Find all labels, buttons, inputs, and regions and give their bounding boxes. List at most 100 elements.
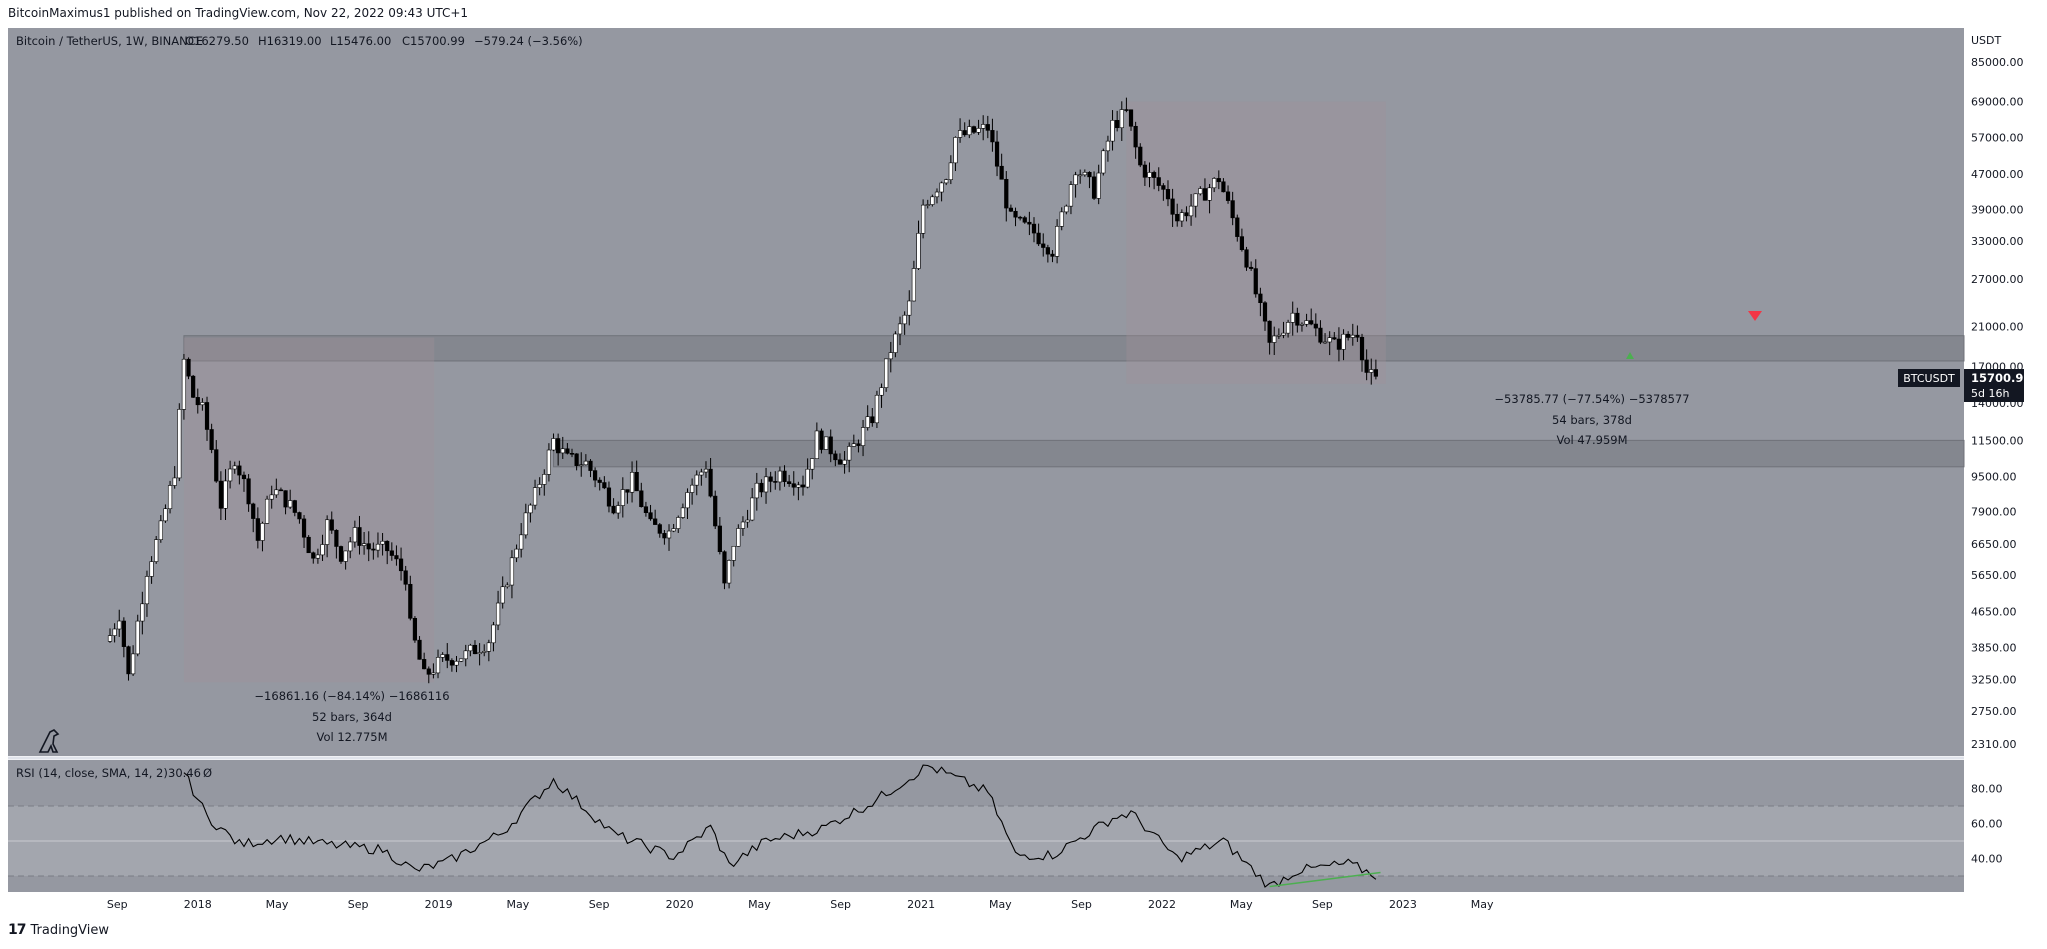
- candle-body: [930, 196, 935, 205]
- candle-body: [214, 449, 219, 482]
- candle-body: [1078, 174, 1083, 177]
- candle-body: [731, 545, 736, 561]
- candle-body: [495, 602, 501, 626]
- candle-body: [902, 314, 907, 325]
- candle-body: [616, 505, 621, 514]
- time-axis-tick: 2023: [1389, 898, 1417, 911]
- candle-body: [1364, 359, 1369, 373]
- candle-body: [639, 490, 644, 508]
- candle-body: [1091, 176, 1097, 199]
- candle-body: [1142, 164, 1147, 178]
- time-axis-tick: Sep: [589, 898, 610, 911]
- candle-body: [791, 483, 796, 488]
- candle-body: [837, 459, 843, 465]
- rsi-value: 30.46: [168, 766, 201, 780]
- price-axis-tick: 57000.00: [1971, 132, 2024, 145]
- candle-body: [1059, 211, 1064, 227]
- green-triangle-marker: [1626, 352, 1634, 359]
- price-axis-tick: 21000.00: [1971, 320, 2024, 333]
- candle-body: [1369, 369, 1374, 373]
- time-axis-tick: 2022: [1148, 898, 1176, 911]
- candle-body: [1068, 184, 1074, 207]
- price-axis-background: [1964, 28, 2047, 892]
- candle-body: [241, 474, 247, 480]
- candle-body: [671, 528, 676, 532]
- candle-body: [944, 179, 949, 184]
- candle-body: [1221, 181, 1226, 193]
- candle-body: [1249, 266, 1254, 269]
- candle-body: [315, 554, 321, 559]
- price-axis-tick: 3850.00: [1971, 641, 2017, 654]
- candle-body: [1359, 336, 1365, 361]
- candle-body: [1286, 322, 1291, 334]
- candle-body: [1346, 333, 1351, 338]
- candle-body: [1050, 253, 1055, 257]
- price-axis-tick: 47000.00: [1971, 168, 2024, 181]
- candle-body: [884, 358, 889, 388]
- candle-body: [264, 498, 270, 524]
- candle-body: [851, 443, 856, 447]
- ohlc-open: O16279.50: [185, 34, 249, 48]
- time-axis-tick: May: [748, 898, 771, 911]
- candle-body: [833, 453, 838, 461]
- candle-body: [1276, 334, 1281, 337]
- candle-body: [1322, 341, 1328, 344]
- candle-body: [1031, 223, 1037, 234]
- candle-body: [1101, 150, 1106, 174]
- candle-body: [135, 620, 140, 655]
- price-axis-tick: 39000.00: [1971, 203, 2024, 216]
- candle-body: [463, 650, 468, 660]
- time-axis-tick: 2020: [666, 898, 694, 911]
- candle-body: [629, 472, 635, 493]
- candle-body: [662, 533, 667, 539]
- candle-body: [1036, 232, 1041, 245]
- candle-body: [204, 402, 210, 430]
- candle-body: [403, 570, 408, 585]
- candle-body: [325, 519, 330, 545]
- candle-body: [385, 540, 390, 552]
- candle-body: [352, 527, 357, 543]
- candle-body: [870, 416, 875, 424]
- candle-body: [389, 550, 394, 556]
- candle-body: [112, 628, 117, 636]
- ohlc-close: C15700.99: [402, 34, 465, 48]
- candle-body: [556, 438, 561, 454]
- candle-body: [676, 517, 681, 529]
- candle-body: [814, 430, 819, 459]
- candle-body: [274, 489, 279, 496]
- price-axis-tick: 9500.00: [1971, 471, 2017, 484]
- price-axis-tick: 11500.00: [1971, 434, 2024, 447]
- candle-body: [1295, 312, 1300, 326]
- candle-body: [500, 586, 505, 604]
- candle-body: [482, 650, 487, 653]
- candle-body: [398, 558, 404, 572]
- publish-info: BitcoinMaximus1 published on TradingView…: [8, 6, 469, 20]
- time-axis-tick: May: [1471, 898, 1494, 911]
- price-axis-tick: 2750.00: [1971, 705, 2017, 718]
- bar-countdown: 5d 16h: [1971, 387, 2009, 400]
- candle-body: [1327, 337, 1332, 343]
- range2-change-label: −53785.77 (−77.54%) −5378577: [1494, 392, 1689, 406]
- candle-body: [297, 512, 302, 520]
- candle-body: [574, 453, 579, 466]
- candle-body: [292, 500, 297, 513]
- candle-body: [435, 657, 441, 674]
- candle-body: [657, 524, 662, 534]
- rsi-axis-tick: 60.00: [1971, 818, 2003, 831]
- price-axis-tick: 2310.00: [1971, 738, 2017, 751]
- candle-body: [1161, 185, 1166, 190]
- horizontal-zone: [553, 439, 1965, 468]
- candle-body: [1175, 213, 1180, 222]
- time-axis-tick: 2019: [425, 898, 453, 911]
- candle-body: [745, 519, 750, 523]
- candle-body: [823, 436, 829, 450]
- candle-body: [1022, 217, 1027, 223]
- candle-body: [431, 672, 436, 675]
- candle-body: [1165, 189, 1171, 200]
- range1-volume-label: Vol 12.775M: [316, 730, 387, 744]
- candle-body: [1004, 178, 1009, 209]
- candle-body: [1341, 333, 1346, 350]
- candle-body: [805, 468, 810, 488]
- candle-body: [569, 453, 575, 455]
